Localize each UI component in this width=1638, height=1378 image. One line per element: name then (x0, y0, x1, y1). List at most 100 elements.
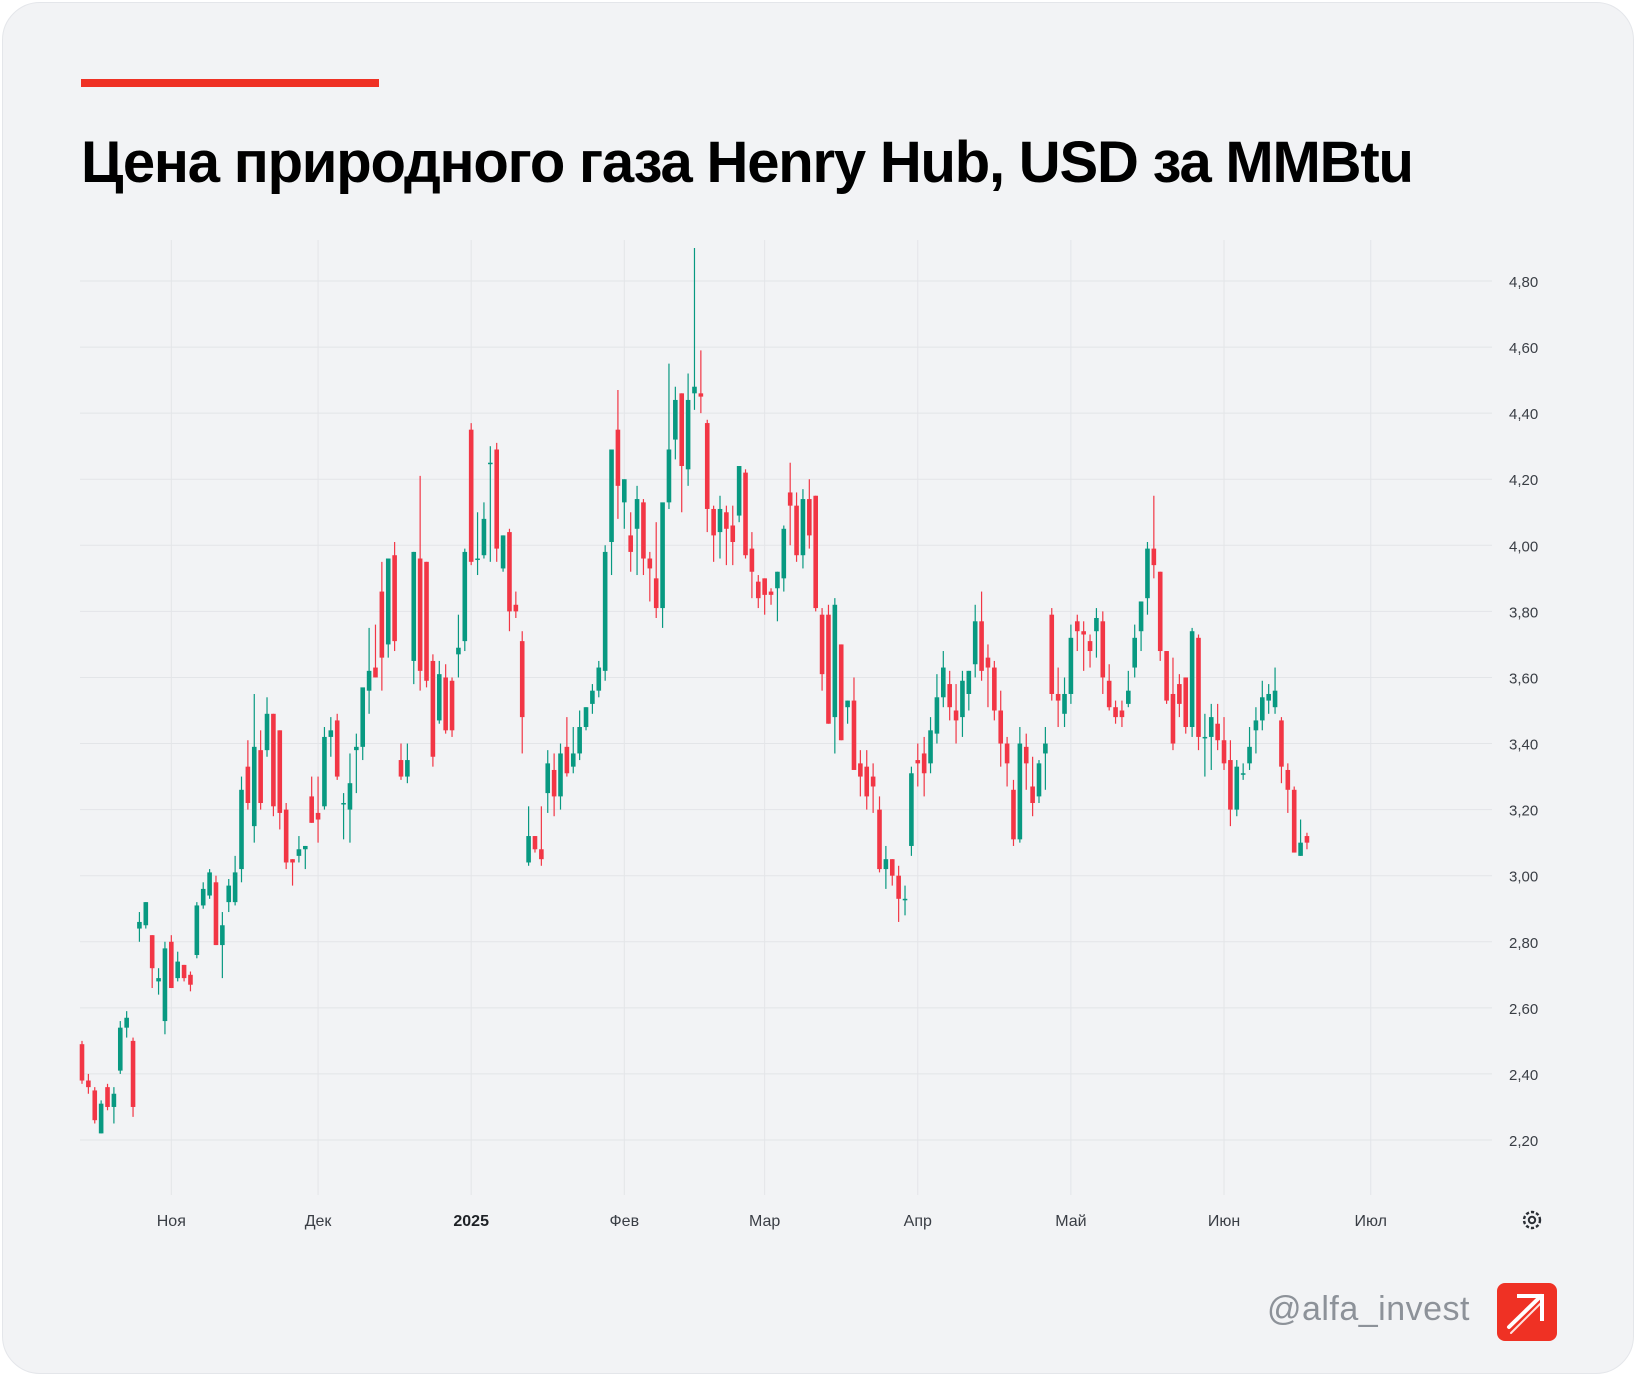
candle-body (232, 872, 238, 903)
candle-body (749, 548, 755, 572)
candle (156, 968, 161, 995)
candle (385, 558, 391, 658)
y-tick-label: 3,80 (1509, 604, 1538, 621)
candle (1291, 786, 1297, 853)
candle-body (1279, 720, 1284, 767)
candle (1049, 608, 1055, 701)
candle-body (928, 730, 933, 764)
candle-body (953, 710, 959, 721)
candle (1145, 542, 1150, 615)
candle-body (213, 882, 219, 946)
candle-body (181, 964, 187, 979)
candle-body (570, 753, 576, 767)
candle-body (532, 836, 538, 850)
candle-body (775, 571, 780, 589)
candle-body (207, 872, 212, 896)
candle (220, 912, 225, 979)
candle (1043, 727, 1048, 790)
x-tick-label: 2025 (453, 1213, 489, 1230)
candle (570, 727, 576, 774)
candles-layer (79, 247, 1310, 1134)
candle-body (1023, 746, 1029, 764)
candle-body (902, 898, 908, 901)
candle (392, 542, 397, 652)
candle (1170, 657, 1176, 751)
candle-body (730, 525, 736, 543)
candle (653, 522, 659, 618)
candle (462, 548, 468, 652)
candle (775, 571, 780, 622)
candle-body (558, 753, 563, 797)
candle-body (577, 727, 582, 754)
candle (532, 836, 538, 853)
y-tick-label: 2,20 (1509, 1133, 1538, 1150)
candle-body (609, 449, 614, 543)
candle (902, 885, 908, 916)
candle (660, 502, 665, 628)
candle (609, 449, 614, 576)
y-tick-label: 2,40 (1509, 1067, 1538, 1084)
candle (417, 475, 423, 691)
candle (1157, 571, 1163, 661)
candle-body (239, 789, 244, 870)
candle-body (1247, 746, 1252, 764)
candle (143, 902, 149, 929)
candle-body (271, 713, 276, 807)
candle (794, 492, 799, 562)
candle-body (628, 535, 633, 552)
candle-body (507, 532, 512, 612)
candle (1004, 736, 1010, 787)
candle-body (1062, 693, 1067, 714)
candle (1106, 664, 1112, 711)
candle-body (966, 670, 972, 694)
candle (519, 631, 525, 754)
candle (1279, 717, 1284, 784)
candle-body (398, 760, 404, 777)
candle (271, 713, 276, 817)
candle (79, 1040, 85, 1084)
candle (207, 869, 212, 899)
candle (1298, 819, 1303, 856)
candle (277, 730, 283, 830)
candle (1304, 832, 1310, 850)
candle-body (909, 773, 914, 846)
candle-body (1291, 789, 1297, 853)
candle (590, 684, 595, 714)
candle-body (417, 558, 423, 671)
candle-body (264, 713, 270, 751)
candle (781, 525, 787, 592)
candle-body (424, 561, 429, 681)
candle-body (813, 495, 818, 609)
candle-body (596, 667, 602, 691)
candle (915, 743, 921, 787)
candle-body (258, 750, 263, 804)
candle (992, 660, 997, 721)
candle (743, 469, 748, 559)
candle-body (443, 677, 448, 731)
candle-body (1215, 723, 1220, 741)
candle-body (162, 948, 168, 1022)
candle (436, 660, 442, 724)
candle (1247, 727, 1252, 770)
candle-body (200, 888, 206, 906)
candle (475, 512, 480, 576)
candle-body (653, 578, 659, 609)
candle (1132, 624, 1137, 678)
candle (953, 684, 959, 744)
candle-body (539, 849, 544, 860)
candle-body (896, 875, 901, 899)
candle-body (1260, 697, 1265, 721)
candle-body (309, 796, 314, 823)
candle-body (124, 1017, 129, 1028)
candle-body (1068, 637, 1074, 694)
footer-handle[interactable]: @alfa_invest (1266, 1290, 1470, 1328)
candle-body (220, 925, 225, 946)
gear-icon[interactable] (1522, 1210, 1542, 1230)
candle (264, 697, 270, 757)
candle (1036, 760, 1042, 804)
candle (755, 575, 761, 609)
candle (1266, 684, 1271, 714)
candle-body (743, 472, 748, 556)
candle-body (947, 684, 952, 708)
candle-body (819, 614, 825, 675)
